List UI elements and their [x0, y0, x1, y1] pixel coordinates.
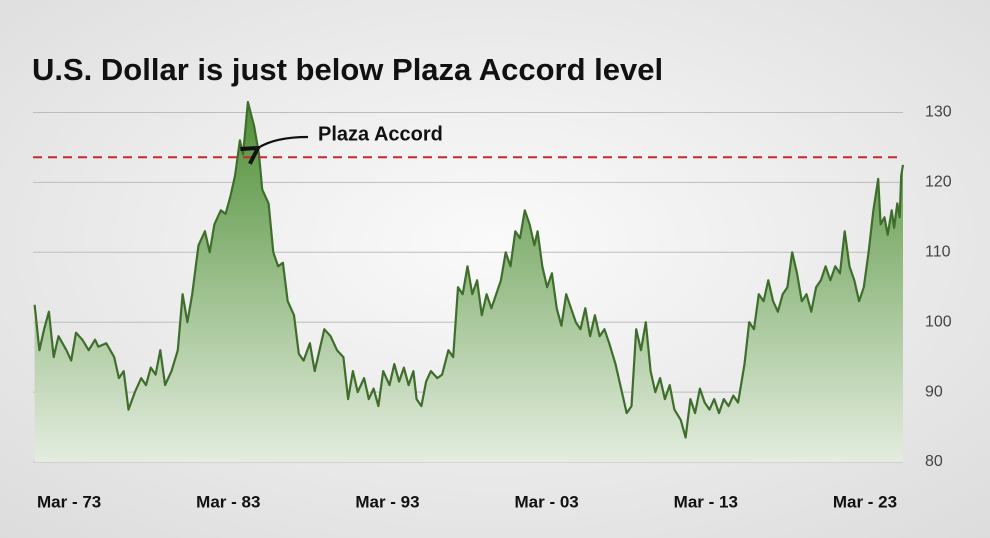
annotation: Plaza Accord: [318, 123, 443, 145]
line: [33, 100, 905, 439]
x-tick-label: Mar - 03: [515, 492, 579, 511]
chart-title: U.S. Dollar is just below Plaza Accord l…: [32, 52, 663, 87]
x-tick-label: Mar - 93: [355, 492, 419, 511]
y-tick-label: 90: [925, 383, 943, 400]
y-tick-label: 80: [925, 453, 943, 470]
y-tick-label: 100: [925, 313, 952, 330]
x-tick-label: Mar - 13: [674, 492, 738, 511]
y-tick-label: 110: [925, 244, 951, 261]
area-fill: [34, 102, 903, 462]
x-tick-label: Mar - 83: [196, 492, 260, 511]
x-tick-label: Mar - 73: [37, 492, 101, 511]
x-tick-label: Mar - 23: [833, 492, 897, 511]
annotation-arrow: [240, 135, 309, 165]
y-tick-label: 120: [925, 174, 952, 191]
y-tick-label: 130: [925, 104, 952, 121]
